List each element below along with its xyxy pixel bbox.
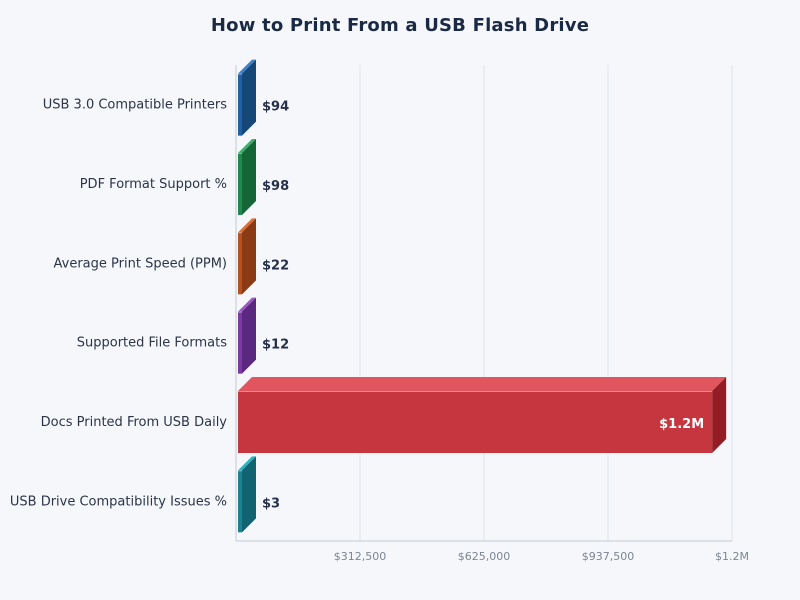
value-label: $94 — [262, 100, 289, 115]
bar — [238, 391, 713, 453]
bar-top — [238, 59, 256, 74]
bar — [238, 470, 242, 533]
category-label: USB 3.0 Compatible Printers — [43, 98, 227, 113]
bar-top — [238, 218, 256, 233]
value-label: $12 — [262, 338, 289, 353]
value-label: $1.2M — [659, 417, 704, 432]
bar-side — [242, 59, 256, 136]
bar — [238, 232, 242, 295]
bar-side — [242, 456, 256, 533]
bar-side — [712, 377, 727, 453]
bar-top — [238, 456, 256, 471]
value-label: $98 — [262, 179, 289, 194]
bar-top — [238, 139, 256, 153]
value-label: $3 — [262, 496, 280, 511]
bar-side — [242, 139, 256, 215]
x-tick-label: $625,000 — [458, 550, 511, 563]
bar — [238, 73, 242, 136]
bar-top — [238, 377, 727, 391]
bar — [238, 153, 242, 215]
category-label: USB Drive Compatibility Issues % — [10, 494, 227, 509]
category-label: Supported File Formats — [77, 336, 227, 351]
value-label: $22 — [262, 258, 289, 273]
chart-title: How to Print From a USB Flash Drive — [210, 15, 590, 36]
x-tick-label: $1.2M — [715, 550, 749, 563]
x-tick-label: $312,500 — [334, 550, 387, 563]
bar-side — [242, 218, 256, 295]
bar — [238, 311, 242, 374]
category-label: PDF Format Support % — [80, 177, 227, 192]
category-label: Average Print Speed (PPM) — [54, 256, 227, 271]
bar-top — [238, 297, 256, 312]
bar-side — [242, 297, 256, 374]
category-label: Docs Printed From USB Daily — [41, 415, 228, 430]
x-tick-label: $937,500 — [582, 550, 635, 563]
